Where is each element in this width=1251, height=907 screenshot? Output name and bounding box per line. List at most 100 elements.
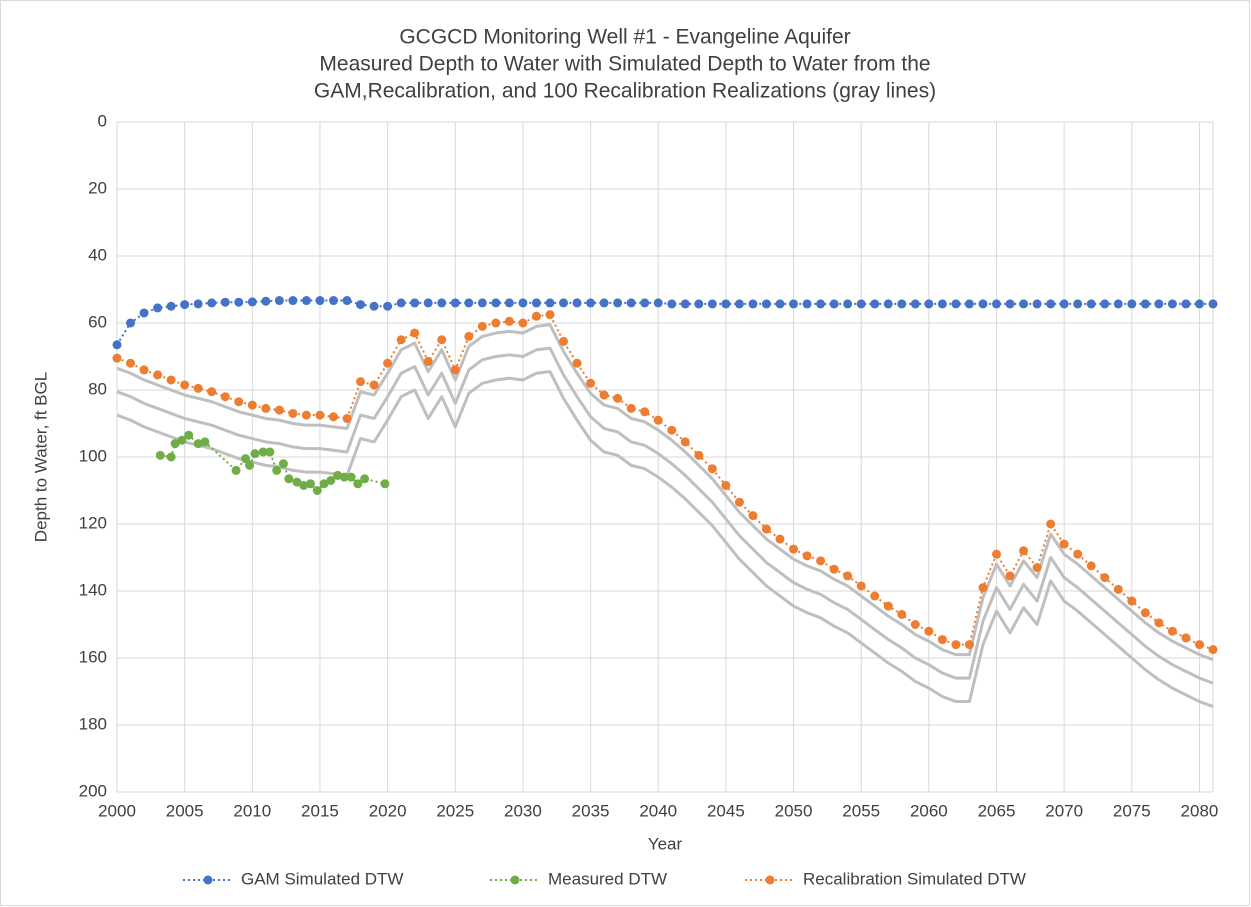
realization-line: [116, 346, 1214, 685]
legend-label: Recalibration Simulated DTW: [803, 869, 1026, 888]
data-point: [680, 437, 690, 447]
data-point: [231, 465, 241, 475]
data-point: [924, 299, 934, 309]
data-point: [423, 298, 433, 308]
data-point: [193, 299, 203, 309]
data-point: [613, 298, 623, 308]
data-point: [410, 328, 420, 338]
data-point: [1100, 573, 1110, 583]
data-point: [170, 439, 180, 449]
data-point: [258, 447, 268, 457]
data-point: [883, 299, 893, 309]
data-point: [356, 300, 366, 310]
data-point: [653, 298, 663, 308]
x-tick-label: 2075: [1113, 801, 1151, 820]
data-point: [653, 415, 663, 425]
data-point: [301, 410, 311, 420]
data-point: [843, 571, 853, 581]
y-tick-label: 0: [98, 111, 107, 130]
series-line: [116, 313, 1214, 651]
data-point: [761, 299, 771, 309]
legend-label: Measured DTW: [548, 869, 667, 888]
data-point: [545, 298, 555, 308]
data-point: [748, 299, 758, 309]
data-point: [964, 640, 974, 650]
data-point: [477, 298, 487, 308]
data-point: [667, 425, 677, 435]
legend-label: GAM Simulated DTW: [241, 869, 403, 888]
data-point: [220, 297, 230, 307]
data-point: [1127, 596, 1137, 606]
data-point: [978, 299, 988, 309]
data-point: [410, 298, 420, 308]
data-point: [1019, 546, 1029, 556]
data-point: [694, 299, 704, 309]
data-point: [299, 480, 309, 490]
data-point: [707, 299, 717, 309]
y-tick-label: 20: [88, 178, 107, 197]
data-point: [360, 474, 370, 484]
data-point: [775, 299, 785, 309]
data-point: [153, 303, 163, 313]
data-point: [626, 403, 636, 413]
data-point: [423, 357, 433, 367]
data-point: [518, 318, 528, 328]
data-point: [734, 299, 744, 309]
data-point: [910, 299, 920, 309]
data-point: [789, 544, 799, 554]
data-point: [319, 479, 329, 489]
data-point: [1059, 539, 1069, 549]
data-point: [1005, 299, 1015, 309]
data-point: [234, 297, 244, 307]
data-point: [504, 298, 514, 308]
data-point: [775, 534, 785, 544]
data-point: [1167, 299, 1177, 309]
data-point: [261, 403, 271, 413]
data-point: [177, 435, 187, 445]
data-point: [464, 331, 474, 341]
data-point: [1194, 640, 1204, 650]
x-tick-label: 2070: [1045, 801, 1083, 820]
x-tick-label: 2050: [775, 801, 813, 820]
data-point: [126, 358, 136, 368]
data-point: [315, 296, 325, 306]
y-tick-label: 100: [79, 446, 107, 465]
data-point: [1208, 645, 1218, 655]
data-point: [761, 524, 771, 534]
data-point: [153, 370, 163, 380]
data-point: [274, 405, 284, 415]
data-point: [1113, 584, 1123, 594]
data-point: [288, 296, 298, 306]
data-point: [667, 299, 677, 309]
data-point: [396, 335, 406, 345]
x-tick-label: 2060: [910, 801, 948, 820]
data-point: [992, 299, 1002, 309]
x-tick-label: 2055: [842, 801, 880, 820]
data-point: [326, 475, 336, 485]
data-point: [1019, 299, 1029, 309]
data-point: [265, 447, 275, 457]
y-tick-label: 200: [79, 781, 107, 800]
data-point: [139, 365, 149, 375]
data-point: [964, 299, 974, 309]
data-point: [1154, 299, 1164, 309]
data-point: [843, 299, 853, 309]
data-point: [234, 397, 244, 407]
data-point: [721, 299, 731, 309]
data-point: [599, 390, 609, 400]
data-point: [245, 460, 255, 470]
data-point: [284, 474, 294, 484]
data-point: [342, 413, 352, 423]
x-tick-label: 2030: [504, 801, 542, 820]
data-point: [437, 335, 447, 345]
data-point: [369, 301, 379, 311]
x-tick-label: 2045: [707, 801, 745, 820]
data-point: [572, 298, 582, 308]
data-point: [477, 321, 487, 331]
data-point: [829, 299, 839, 309]
data-point: [1127, 299, 1137, 309]
data-point: [339, 472, 349, 482]
data-point: [816, 299, 826, 309]
